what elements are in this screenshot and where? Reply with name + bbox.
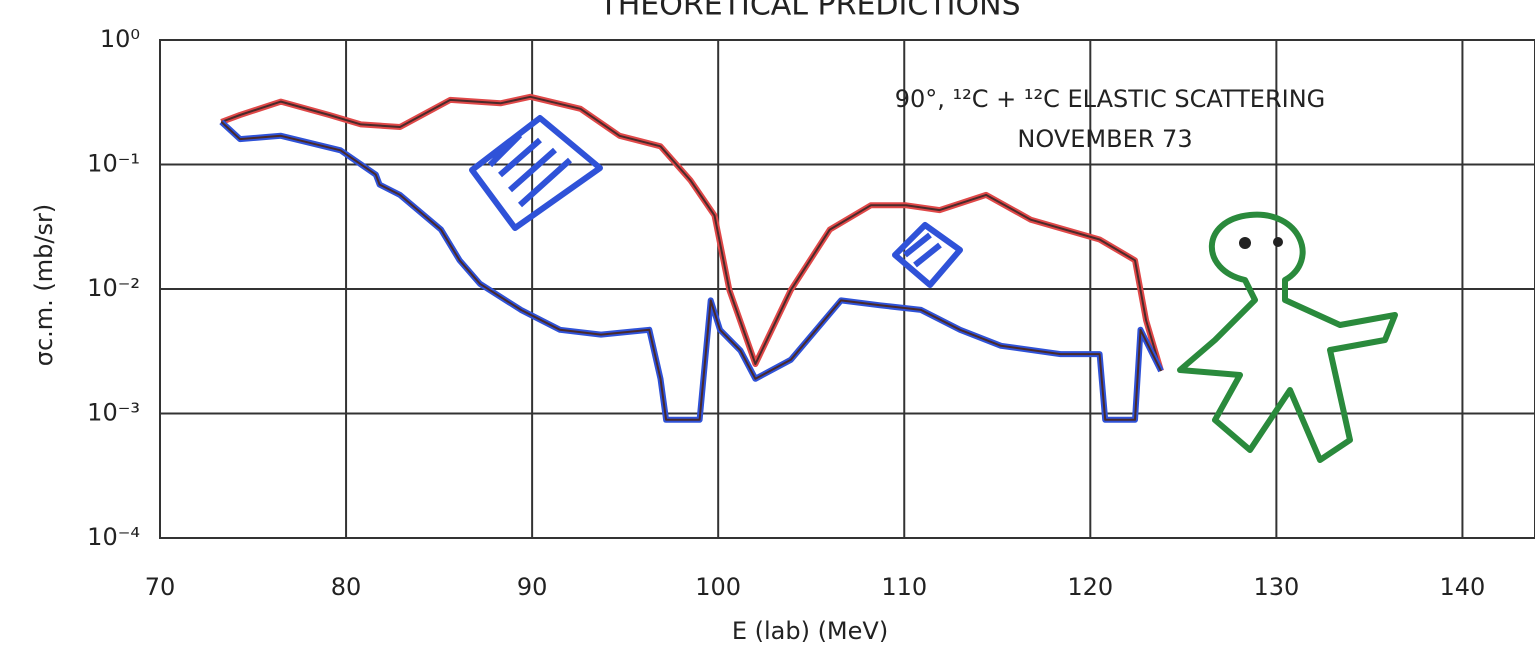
doodle-eye [1239,237,1251,249]
x-axis-label: E (lab) (MeV) [732,617,888,645]
y-tick-label: 10⁻¹ [87,150,140,178]
doodle-eye [1273,237,1283,247]
x-tick-label: 110 [881,573,927,601]
x-tick-label: 100 [695,573,741,601]
doodle-figure [1180,215,1395,460]
y-tick-label: 10⁰ [100,25,140,53]
x-tick-label: 80 [331,573,362,601]
y-tick-label: 10⁻³ [87,399,140,427]
x-tick-label: 130 [1253,573,1299,601]
annotation: NOVEMBER 73 [1017,125,1192,153]
data-line [221,122,1161,420]
x-tick-label: 70 [145,573,176,601]
doodle-blanket [472,118,600,228]
chart: 70 80 90 100 110 120 130 140 10⁻⁴ 10⁻³ 10⁻² 10⁻¹ 10⁰… [0,0,1535,651]
y-tick-label: 10⁻² [87,274,140,302]
x-tick-label: 90 [517,573,548,601]
x-tick-label: 140 [1440,573,1486,601]
y-tick-label: 10⁻⁴ [87,523,140,551]
y-axis-label: σc.m. (mb/sr) [30,204,58,366]
x-tick-label: 120 [1067,573,1113,601]
annotation: 90°, ¹²C + ¹²C ELASTIC SCATTERING [895,85,1326,113]
chart-title: THEORETICAL PREDICTIONS [598,0,1020,23]
